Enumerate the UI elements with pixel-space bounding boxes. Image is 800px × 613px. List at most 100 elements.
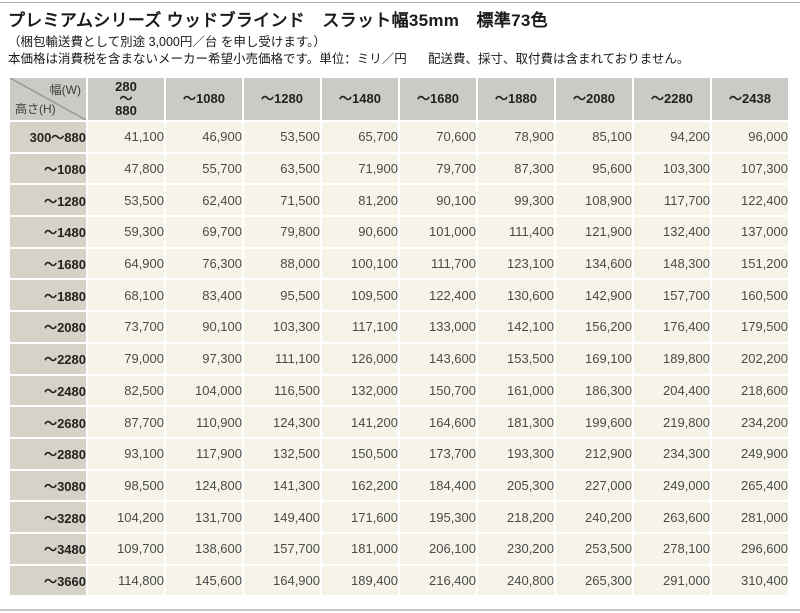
price-cell: 137,000 — [712, 217, 788, 247]
price-cell: 130,600 — [478, 280, 554, 311]
price-table-body: 300〜880 41,100 46,900 53,500 65,700 70,600 78,… — [10, 122, 788, 596]
price-cell: 111,700 — [400, 248, 476, 279]
price-cell: 87,300 — [478, 153, 554, 184]
price-cell: 62,400 — [166, 185, 242, 216]
price-cell: 103,300 — [634, 153, 710, 184]
price-cell: 79,800 — [244, 217, 320, 247]
price-cell: 249,900 — [712, 438, 788, 469]
price-cell: 296,600 — [712, 533, 788, 564]
top-divider — [0, 2, 800, 3]
price-cell: 181,000 — [322, 533, 398, 564]
price-cell: 53,500 — [88, 185, 164, 216]
price-cell: 109,500 — [322, 280, 398, 311]
price-cell: 97,300 — [166, 343, 242, 374]
price-cell: 181,300 — [478, 407, 554, 437]
price-cell: 160,500 — [712, 280, 788, 311]
width-column-header: 280 〜 880 — [88, 78, 164, 120]
height-row-header: 〜1880 — [10, 280, 86, 311]
price-cell: 186,300 — [556, 375, 632, 406]
price-cell: 124,800 — [166, 470, 242, 501]
width-column-header: 〜1080 — [166, 78, 242, 120]
price-cell: 162,200 — [322, 470, 398, 501]
width-column-header: 〜1680 — [400, 78, 476, 120]
price-cell: 83,400 — [166, 280, 242, 311]
price-cell: 117,700 — [634, 185, 710, 216]
price-cell: 117,900 — [166, 438, 242, 469]
table-row: 〜2280 79,000 97,300 111,100 126,000 143,600 15… — [10, 343, 788, 374]
price-cell: 179,500 — [712, 312, 788, 342]
price-cell: 281,000 — [712, 502, 788, 532]
price-cell: 132,500 — [244, 438, 320, 469]
price-cell: 310,400 — [712, 565, 788, 596]
price-cell: 122,400 — [400, 280, 476, 311]
price-unit-note: 本価格は消費税を含まないメーカー希望小売価格です。単位：ミリ／円 — [8, 52, 407, 66]
price-cell: 108,900 — [556, 185, 632, 216]
price-cell: 141,300 — [244, 470, 320, 501]
price-cell: 176,400 — [634, 312, 710, 342]
corner-cell: 幅(W) 高さ(H) — [10, 78, 86, 120]
price-cell: 227,000 — [556, 470, 632, 501]
price-cell: 156,200 — [556, 312, 632, 342]
price-cell: 94,200 — [634, 122, 710, 152]
price-cell: 195,300 — [400, 502, 476, 532]
price-cell: 265,400 — [712, 470, 788, 501]
price-cell: 122,400 — [712, 185, 788, 216]
width-column-header: 〜1280 — [244, 78, 320, 120]
price-cell: 64,900 — [88, 248, 164, 279]
price-cell: 95,600 — [556, 153, 632, 184]
page-title: プレミアムシリーズ ウッドブラインド スラット幅35mm 標準73色 — [8, 11, 548, 30]
price-cell: 124,300 — [244, 407, 320, 437]
price-cell: 230,200 — [478, 533, 554, 564]
height-row-header: 300〜880 — [10, 122, 86, 152]
price-cell: 171,600 — [322, 502, 398, 532]
table-row: 〜1080 47,800 55,700 63,500 71,900 79,700 87,30… — [10, 153, 788, 184]
price-cell: 88,000 — [244, 248, 320, 279]
price-cell: 291,000 — [634, 565, 710, 596]
price-cell: 41,100 — [88, 122, 164, 152]
table-row: 〜1680 64,900 76,300 88,000 100,100 111,700 123… — [10, 248, 788, 279]
price-cell: 169,100 — [556, 343, 632, 374]
price-cell: 199,600 — [556, 407, 632, 437]
price-notes-row: 本価格は消費税を含まないメーカー希望小売価格です。単位：ミリ／円 配送費、採寸、… — [0, 48, 800, 67]
price-table-header: 幅(W) 高さ(H) 280 〜 880 〜1080 〜1280 〜1480 〜1680 〜1… — [10, 78, 788, 120]
price-cell: 134,600 — [556, 248, 632, 279]
price-cell: 109,700 — [88, 533, 164, 564]
price-cell: 107,300 — [712, 153, 788, 184]
height-row-header: 〜3480 — [10, 533, 86, 564]
height-row-header: 〜2480 — [10, 375, 86, 406]
price-cell: 212,900 — [556, 438, 632, 469]
price-cell: 189,800 — [634, 343, 710, 374]
price-cell: 143,600 — [400, 343, 476, 374]
price-cell: 193,300 — [478, 438, 554, 469]
price-cell: 263,600 — [634, 502, 710, 532]
price-cell: 202,200 — [712, 343, 788, 374]
price-cell: 79,000 — [88, 343, 164, 374]
table-row: 〜3080 98,500 124,800 141,300 162,200 184,400 2… — [10, 470, 788, 501]
height-row-header: 〜3660 — [10, 565, 86, 596]
table-row: 〜2080 73,700 90,100 103,300 117,100 133,000 14… — [10, 312, 788, 342]
price-cell: 110,900 — [166, 407, 242, 437]
price-cell: 103,300 — [244, 312, 320, 342]
price-cell: 116,500 — [244, 375, 320, 406]
price-cell: 240,200 — [556, 502, 632, 532]
height-row-header: 〜2080 — [10, 312, 86, 342]
price-cell: 100,100 — [322, 248, 398, 279]
width-axis-label: 幅(W) — [49, 83, 81, 97]
table-row: 〜3480 109,700 138,600 157,700 181,000 206,100… — [10, 533, 788, 564]
table-row: 〜3660 114,800 145,600 164,900 189,400 216,400… — [10, 565, 788, 596]
height-row-header: 〜3080 — [10, 470, 86, 501]
price-cell: 85,100 — [556, 122, 632, 152]
price-table: 幅(W) 高さ(H) 280 〜 880 〜1080 〜1280 〜1480 〜1680 〜1… — [8, 76, 790, 597]
price-cell: 73,700 — [88, 312, 164, 342]
price-cell: 68,100 — [88, 280, 164, 311]
price-cell: 205,300 — [478, 470, 554, 501]
price-cell: 265,300 — [556, 565, 632, 596]
price-cell: 93,100 — [88, 438, 164, 469]
price-cell: 148,300 — [634, 248, 710, 279]
price-cell: 59,300 — [88, 217, 164, 247]
price-cell: 104,200 — [88, 502, 164, 532]
price-cell: 55,700 — [166, 153, 242, 184]
price-cell: 145,600 — [166, 565, 242, 596]
price-cell: 189,400 — [322, 565, 398, 596]
price-cell: 218,600 — [712, 375, 788, 406]
